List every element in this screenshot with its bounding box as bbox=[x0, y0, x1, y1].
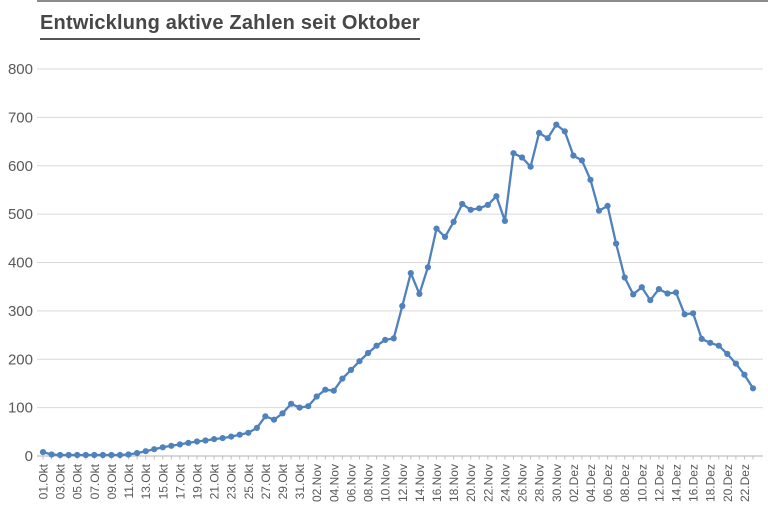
svg-text:0: 0 bbox=[25, 448, 33, 465]
svg-text:10.Dez: 10.Dez bbox=[635, 464, 649, 502]
svg-text:19.Okt: 19.Okt bbox=[190, 463, 204, 499]
svg-text:600: 600 bbox=[8, 158, 33, 175]
svg-text:08.Dez: 08.Dez bbox=[618, 464, 632, 502]
svg-text:17.Okt: 17.Okt bbox=[173, 463, 187, 499]
svg-text:11.Okt: 11.Okt bbox=[122, 463, 136, 498]
data-points bbox=[39, 121, 757, 459]
data-line bbox=[41, 123, 755, 457]
svg-text:04.Nov: 04.Nov bbox=[327, 464, 341, 502]
svg-text:14.Nov: 14.Nov bbox=[413, 464, 427, 502]
svg-text:30.Nov: 30.Nov bbox=[550, 464, 564, 502]
svg-text:800: 800 bbox=[8, 61, 33, 78]
svg-text:15.Okt: 15.Okt bbox=[156, 463, 170, 499]
svg-text:12.Nov: 12.Nov bbox=[396, 464, 410, 502]
svg-text:22.Dez: 22.Dez bbox=[738, 464, 752, 502]
svg-text:23.Okt: 23.Okt bbox=[225, 463, 239, 499]
gridlines bbox=[37, 68, 763, 457]
svg-text:300: 300 bbox=[8, 303, 33, 320]
svg-text:02.Nov: 02.Nov bbox=[310, 464, 324, 502]
svg-text:03.Okt: 03.Okt bbox=[54, 463, 68, 499]
svg-text:25.Okt: 25.Okt bbox=[242, 463, 256, 499]
svg-text:100: 100 bbox=[8, 400, 33, 417]
svg-text:26.Nov: 26.Nov bbox=[516, 464, 530, 502]
svg-text:20.Dez: 20.Dez bbox=[721, 464, 735, 502]
svg-text:02.Dez: 02.Dez bbox=[567, 464, 581, 502]
svg-text:07.Okt: 07.Okt bbox=[88, 463, 102, 499]
svg-text:20.Nov: 20.Nov bbox=[464, 464, 478, 502]
svg-text:22.Nov: 22.Nov bbox=[481, 464, 495, 502]
svg-text:24.Nov: 24.Nov bbox=[498, 464, 512, 502]
svg-text:200: 200 bbox=[8, 351, 33, 368]
svg-text:16.Dez: 16.Dez bbox=[687, 464, 701, 502]
svg-text:700: 700 bbox=[8, 109, 33, 126]
svg-text:08.Nov: 08.Nov bbox=[362, 464, 376, 502]
svg-text:04.Dez: 04.Dez bbox=[584, 464, 598, 502]
svg-text:500: 500 bbox=[8, 206, 33, 223]
svg-text:13.Okt: 13.Okt bbox=[139, 463, 153, 499]
svg-text:18.Nov: 18.Nov bbox=[447, 464, 461, 502]
svg-text:01.Okt: 01.Okt bbox=[37, 463, 51, 499]
svg-text:06.Dez: 06.Dez bbox=[601, 464, 615, 502]
svg-text:12.Dez: 12.Dez bbox=[652, 464, 666, 502]
chart-title: Entwicklung aktive Zahlen seit Oktober bbox=[40, 12, 420, 40]
svg-text:21.Okt: 21.Okt bbox=[208, 463, 222, 499]
svg-text:400: 400 bbox=[8, 255, 33, 272]
svg-text:09.Okt: 09.Okt bbox=[105, 463, 119, 499]
x-axis-labels: 01.Okt 03.Okt 05.Okt 07.Okt 09.Okt 11.Okt 13.O… bbox=[37, 463, 752, 502]
svg-text:29.Okt: 29.Okt bbox=[276, 463, 290, 499]
svg-text:06.Nov: 06.Nov bbox=[344, 464, 358, 502]
y-axis-labels: 0 100 200 300 400 500 600 700 800 bbox=[8, 61, 33, 465]
svg-text:05.Okt: 05.Okt bbox=[71, 463, 85, 499]
top-border-line bbox=[37, 0, 768, 2]
svg-text:16.Nov: 16.Nov bbox=[430, 464, 444, 502]
svg-text:18.Dez: 18.Dez bbox=[704, 464, 718, 502]
svg-text:14.Dez: 14.Dez bbox=[670, 464, 684, 502]
svg-text:10.Nov: 10.Nov bbox=[379, 464, 393, 502]
svg-text:28.Nov: 28.Nov bbox=[533, 464, 547, 502]
svg-text:31.Okt: 31.Okt bbox=[293, 463, 307, 499]
svg-text:27.Okt: 27.Okt bbox=[259, 463, 273, 499]
